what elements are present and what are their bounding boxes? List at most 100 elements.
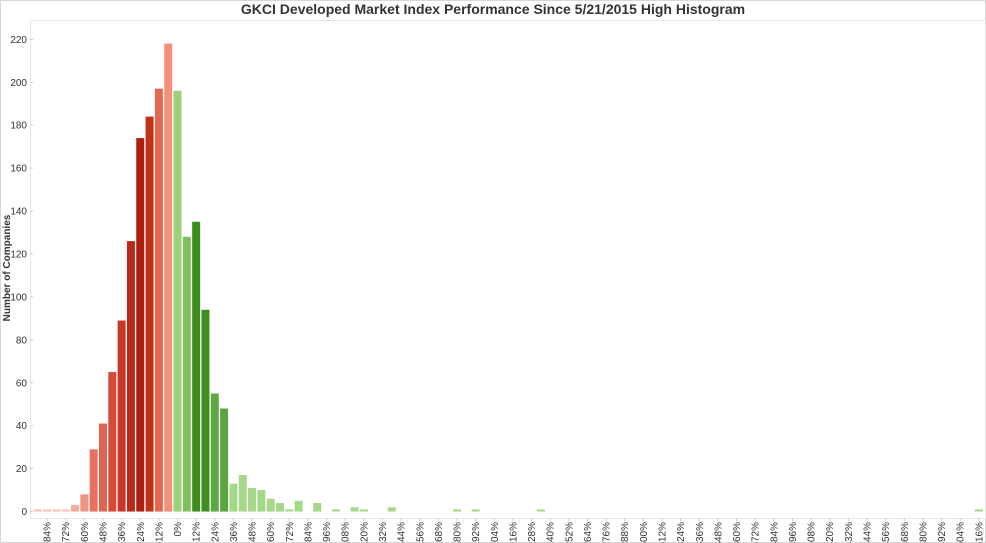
x-tick-label: 108% [341,522,352,543]
x-tick-label: -12% [154,522,165,543]
x-tick-label: 444% [862,522,873,543]
bar [220,408,229,512]
x-tick-label: 276% [602,522,613,543]
bar [387,507,396,512]
x-tick-label: 360% [732,522,743,543]
x-tick-label: 312% [658,522,669,543]
x-tick-label: -60% [80,522,91,543]
y-tick-label: 140 [10,207,27,218]
bar [89,449,98,512]
x-tick-label: 408% [807,522,818,543]
bar [285,509,294,512]
bar [80,494,89,512]
y-axis-label: Number of Companies [2,214,13,321]
x-tick-label: 216% [508,522,519,543]
bar [471,509,480,512]
x-tick-label: 192% [471,522,482,543]
x-tick-label: 492% [937,522,948,543]
y-tick-label: 80 [16,335,28,346]
bar [52,509,61,512]
bar [145,116,154,512]
y-tick-label: 100 [10,292,27,303]
x-tick-label: 12% [192,522,203,542]
x-tick-label: 144% [397,522,408,543]
y-tick-label: 20 [16,464,28,475]
bar [61,509,70,512]
x-tick-label: 396% [788,522,799,543]
bar [164,43,173,512]
x-tick-label: 432% [844,522,855,543]
bar [229,483,238,512]
bar [108,372,117,512]
x-tick-label: 36% [229,522,240,542]
bar [313,502,322,512]
x-tick-label: 24% [210,522,221,542]
x-tick-label: 480% [918,522,929,543]
bar [350,507,359,512]
bar [359,509,368,512]
x-tick-label: 420% [825,522,836,543]
x-tick-label: -48% [98,522,109,543]
bar [117,320,126,512]
x-tick-label: 48% [248,522,259,542]
y-tick-label: 120 [10,249,27,260]
bar [126,241,135,512]
bar [257,490,266,512]
bar [974,509,983,512]
x-tick-label: 348% [713,522,724,543]
bar [154,88,163,512]
x-tick-label: 180% [453,522,464,543]
bar [266,498,275,512]
y-tick-label: 0 [21,507,27,518]
x-tick-label: 468% [900,522,911,543]
x-tick-label: 516% [974,522,985,543]
x-tick-label: 228% [527,522,538,543]
bar [201,309,210,512]
x-tick-label: 456% [881,522,892,543]
bar [238,475,247,512]
x-tick-label: -84% [43,522,54,543]
x-tick-label: -72% [61,522,72,543]
bar [276,502,285,512]
x-tick-label: 288% [620,522,631,543]
x-tick-label: 60% [266,522,277,542]
bar [453,509,462,512]
y-tick-label: 160 [10,164,27,175]
x-tick-label: 300% [639,522,650,543]
x-tick-label: 324% [676,522,687,543]
bar [248,487,257,512]
bar [192,221,201,512]
bar [33,509,42,512]
bar [98,423,107,512]
x-tick-label: 384% [769,522,780,543]
bar [210,393,219,512]
bar [536,509,545,512]
x-tick-label: 96% [322,522,333,542]
chart-title: GKCI Developed Market Index Performance … [241,1,745,17]
y-tick-label: 200 [10,78,27,89]
bar [182,236,191,512]
x-tick-label: 504% [956,522,967,543]
bar [43,509,52,512]
x-tick-label: 120% [359,522,370,543]
y-tick-label: 40 [16,421,28,432]
x-tick-label: 252% [564,522,575,543]
x-tick-label: 84% [303,522,314,542]
bar [136,138,145,512]
x-tick-label: 156% [415,522,426,543]
x-tick-label: 72% [285,522,296,542]
x-tick-label: 240% [546,522,557,543]
bar [331,509,340,512]
x-tick-label: -24% [136,522,147,543]
x-tick-label: -36% [117,522,128,543]
x-tick-label: 264% [583,522,594,543]
x-tick-label: 204% [490,522,501,543]
x-tick-label: 336% [695,522,706,543]
bar [294,500,303,512]
y-tick-label: 220 [10,35,27,46]
x-tick-label: 0% [173,522,184,537]
bar [173,90,182,512]
x-tick-label: 168% [434,522,445,543]
